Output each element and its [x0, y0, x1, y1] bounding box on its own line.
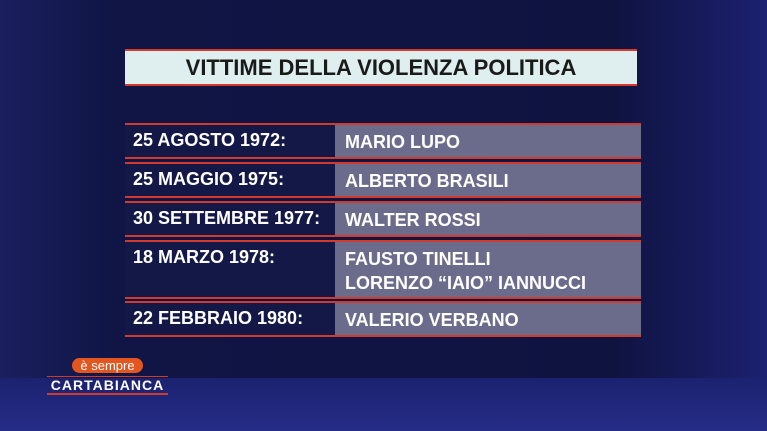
name-cell: ALBERTO BRASILI: [335, 164, 641, 196]
show-logo: è sempre CARTABIANCA: [47, 357, 168, 395]
table-row: 25 AGOSTO 1972: MARIO LUPO: [125, 123, 641, 159]
name-line: FAUSTO TINELLI: [345, 249, 491, 269]
date-cell: 22 FEBBRAIO 1980:: [125, 303, 335, 335]
name-cell: VALERIO VERBANO: [335, 303, 641, 335]
table-row: 18 MARZO 1978: FAUSTO TINELLI LORENZO “IAI…: [125, 240, 641, 299]
date-cell: 18 MARZO 1978:: [125, 242, 335, 297]
bottom-band: [0, 378, 767, 431]
date-cell: 30 SETTEMBRE 1977:: [125, 203, 335, 235]
name-line: LORENZO “IAIO” IANNUCCI: [345, 273, 586, 293]
table-row: 30 SETTEMBRE 1977: WALTER ROSSI: [125, 201, 641, 237]
table-row: 22 FEBBRAIO 1980: VALERIO VERBANO: [125, 301, 641, 337]
name-cell: FAUSTO TINELLI LORENZO “IAIO” IANNUCCI: [335, 242, 641, 297]
page-title: VITTIME DELLA VIOLENZA POLITICA: [125, 49, 637, 86]
name-cell: WALTER ROSSI: [335, 203, 641, 235]
logo-bottom: CARTABIANCA: [47, 376, 168, 395]
date-cell: 25 AGOSTO 1972:: [125, 125, 335, 157]
table-row: 25 MAGGIO 1975: ALBERTO BRASILI: [125, 162, 641, 198]
date-cell: 25 MAGGIO 1975:: [125, 164, 335, 196]
name-cell: MARIO LUPO: [335, 125, 641, 157]
logo-top: è sempre: [72, 358, 143, 373]
